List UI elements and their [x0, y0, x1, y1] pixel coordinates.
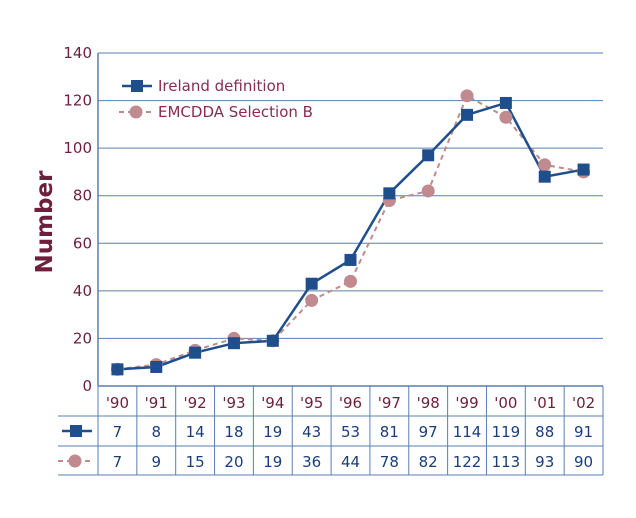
data-point-ireland [227, 337, 240, 350]
table-key-marker-emcdda [68, 454, 82, 468]
data-point-ireland [499, 96, 512, 109]
table-cell: 18 [224, 423, 243, 441]
legend-label-ireland: Ireland definition [158, 77, 285, 95]
x-tick-label: '93 [222, 394, 245, 412]
y-tick-label: 100 [63, 139, 92, 157]
y-tick-label: 20 [73, 329, 92, 347]
y-tick-label: 40 [73, 282, 92, 300]
x-tick-label: '90 [106, 394, 129, 412]
table-cell: 97 [419, 423, 438, 441]
series-line-ireland [117, 101, 584, 371]
data-point-ireland [266, 334, 279, 347]
table-cell: 19 [263, 453, 282, 471]
table-cell: 14 [186, 423, 205, 441]
table-cell: 82 [419, 453, 438, 471]
x-tick-label: '00 [494, 394, 517, 412]
table-cell: 78 [380, 453, 399, 471]
data-point-ireland [461, 108, 474, 121]
table-cell: 20 [224, 453, 243, 471]
data-table: '90 '91 '92 '93 '94 '95 '96 '97 '98 '99 '00 '01 '02 7… [58, 385, 604, 476]
x-tick-label: '96 [339, 394, 362, 412]
table-cell: 15 [186, 453, 205, 471]
data-point-ireland [111, 363, 124, 376]
x-tick-label: '02 [572, 394, 595, 412]
y-tick-label: 80 [73, 187, 92, 205]
table-cell: 9 [151, 453, 161, 471]
table-cell: 43 [302, 423, 321, 441]
data-point-ireland [422, 149, 435, 162]
x-tick-label: '97 [378, 394, 401, 412]
x-tick-label: '91 [145, 394, 168, 412]
table-cell: 93 [535, 453, 554, 471]
data-point-emcdda [499, 110, 513, 124]
legend: Ireland definition EMCDDA Selection B [119, 77, 313, 121]
table-cell: 8 [151, 423, 161, 441]
series-line-emcdda [117, 94, 584, 371]
y-tick-label: 140 [63, 44, 92, 62]
data-point-emcdda [460, 89, 474, 103]
data-point-emcdda [305, 293, 319, 307]
table-cell: 113 [492, 453, 521, 471]
table-cell: 122 [453, 453, 482, 471]
legend-marker-emcdda [129, 105, 143, 119]
data-point-ireland [383, 187, 396, 200]
table-cell: 119 [492, 423, 521, 441]
data-point-ireland [305, 277, 318, 290]
table-cell: 7 [113, 453, 123, 471]
table-cell: 81 [380, 423, 399, 441]
x-tick-label: '99 [455, 394, 478, 412]
y-axis-label: Number [32, 170, 58, 274]
legend-marker-ireland [131, 80, 143, 92]
table-cell: 36 [302, 453, 321, 471]
data-point-emcdda [538, 158, 552, 172]
table-cell: 90 [574, 453, 593, 471]
table-cell: 88 [535, 423, 554, 441]
table-cell: 44 [341, 453, 360, 471]
series-layer [110, 89, 591, 376]
table-cell: 19 [263, 423, 282, 441]
x-tick-label: '01 [533, 394, 556, 412]
y-tick-label: 60 [73, 234, 92, 252]
x-tick-label: '94 [261, 394, 284, 412]
table-cell: 7 [113, 423, 123, 441]
table-cell: 53 [341, 423, 360, 441]
y-tick-label: 0 [82, 377, 92, 395]
data-point-ireland [150, 360, 163, 373]
table-cell: 114 [453, 423, 482, 441]
x-tick-label: '92 [184, 394, 207, 412]
x-tick-label: '95 [300, 394, 323, 412]
data-point-emcdda [421, 184, 435, 198]
data-point-ireland [189, 346, 202, 359]
x-tick-label: '98 [417, 394, 440, 412]
table-cell: 91 [574, 423, 593, 441]
table-key-marker-ireland [70, 425, 82, 437]
data-point-ireland [577, 163, 590, 176]
legend-label-emcdda: EMCDDA Selection B [158, 103, 313, 121]
data-point-emcdda [344, 274, 357, 288]
y-axis-ticks: 0 20 40 60 80 100 120 140 [63, 44, 92, 395]
data-point-ireland [344, 253, 357, 266]
y-tick-label: 120 [63, 92, 92, 110]
data-point-ireland [538, 170, 551, 183]
